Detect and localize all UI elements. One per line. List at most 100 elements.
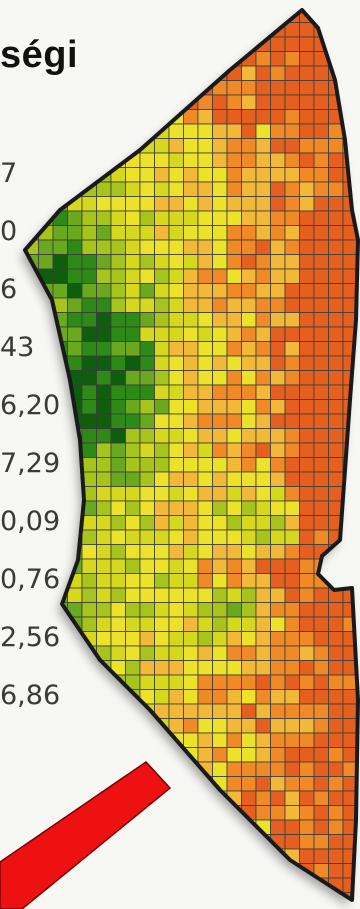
yield-cell [212,616,228,632]
yield-cell [25,138,39,154]
yield-cell [168,819,184,835]
yield-cell [328,718,344,734]
yield-cell [270,10,286,23]
yield-cell [299,138,315,154]
yield-cell [270,254,286,270]
yield-cell [241,761,257,777]
yield-cell [255,776,271,792]
yield-cell [38,689,54,705]
yield-cell [110,529,126,545]
yield-cell [25,80,39,96]
yield-cell [197,848,213,864]
yield-cell [299,631,315,647]
yield-cell [313,805,329,821]
yield-cell [125,732,141,748]
yield-cell [96,529,112,545]
yield-cell [328,341,344,357]
yield-cell [125,196,141,212]
yield-cell [96,428,112,444]
yield-cell [183,790,199,806]
yield-cell [255,80,271,96]
yield-cell [96,877,112,893]
yield-cell [241,428,257,444]
yield-cell [96,36,112,52]
yield-cell [168,471,184,487]
yield-cell [38,51,54,67]
yield-cell [241,210,257,226]
yield-cell [125,254,141,270]
yield-cell [25,10,39,23]
yield-cell [197,790,213,806]
yield-cell [38,529,54,545]
yield-cell [255,22,271,38]
yield-cell [38,80,54,96]
yield-cell [212,442,228,458]
yield-cell [255,109,271,125]
yield-cell [313,80,329,96]
yield-cell [299,776,315,792]
yield-cell [270,196,286,212]
yield-cell [168,152,184,168]
yield-cell [284,341,300,357]
yield-cell [38,732,54,748]
yield-cell [226,776,242,792]
yield-cell [342,109,358,125]
yield-cell [168,602,184,618]
yield-cell [168,515,184,531]
yield-cell [255,805,271,821]
yield-cell [284,819,300,835]
yield-cell [226,877,242,893]
yield-cell [38,776,54,792]
yield-cell [313,602,329,618]
yield-cell [226,413,242,429]
yield-cell [125,80,141,96]
yield-cell [183,413,199,429]
yield-cell [183,819,199,835]
yield-cell [255,573,271,589]
yield-cell [226,529,242,545]
yield-cell [183,500,199,516]
yield-cell [168,790,184,806]
yield-cell [342,515,358,531]
yield-cell [154,645,170,661]
yield-cell [328,761,344,777]
yield-cell [313,718,329,734]
yield-cell [226,863,242,879]
yield-cell [270,573,286,589]
yield-cell [255,645,271,661]
yield-cell [241,442,257,458]
yield-cell [255,703,271,719]
yield-cell [139,65,155,81]
yield-cell [342,573,358,589]
yield-cell [96,471,112,487]
yield-cell [241,689,257,705]
yield-cell [38,152,54,168]
yield-cell [212,819,228,835]
yield-cell [81,573,97,589]
yield-cell [284,138,300,154]
yield-cell [299,167,315,183]
yield-cell [154,326,170,342]
yield-cell [154,254,170,270]
yield-cell [96,457,112,473]
yield-cell [270,399,286,415]
yield-cell [183,732,199,748]
yield-cell [255,254,271,270]
yield-cell [25,326,39,342]
yield-cell [299,544,315,560]
yield-cell [168,747,184,763]
yield-cell [197,355,213,371]
yield-cell [110,428,126,444]
yield-cell [284,457,300,473]
yield-cell [110,210,126,226]
yield-cell [284,674,300,690]
yield-cell [110,500,126,516]
yield-cell [212,239,228,255]
yield-cell [139,660,155,676]
yield-cell [284,109,300,125]
yield-cell [67,36,83,52]
yield-cell [255,587,271,603]
yield-cell [154,805,170,821]
yield-cell [241,486,257,502]
yield-cell [81,51,97,67]
